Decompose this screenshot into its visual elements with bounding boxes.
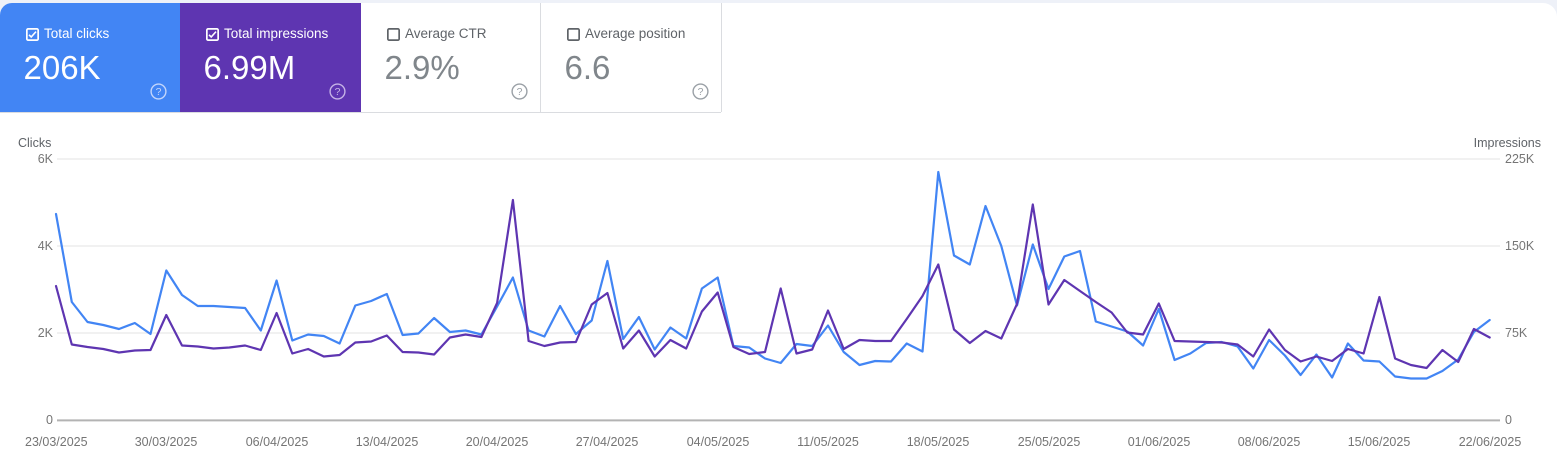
svg-text:2K: 2K bbox=[38, 326, 54, 340]
svg-text:225K: 225K bbox=[1505, 152, 1535, 166]
svg-text:04/05/2025: 04/05/2025 bbox=[687, 435, 750, 449]
svg-text:?: ? bbox=[156, 86, 162, 98]
svg-text:?: ? bbox=[335, 86, 341, 98]
svg-text:15/06/2025: 15/06/2025 bbox=[1348, 435, 1411, 449]
svg-text:27/04/2025: 27/04/2025 bbox=[576, 435, 639, 449]
svg-text:4K: 4K bbox=[38, 239, 54, 253]
svg-text:?: ? bbox=[698, 86, 704, 98]
svg-text:6K: 6K bbox=[38, 152, 54, 166]
svg-text:0: 0 bbox=[1505, 413, 1512, 427]
svg-text:25/05/2025: 25/05/2025 bbox=[1018, 435, 1081, 449]
svg-text:01/06/2025: 01/06/2025 bbox=[1128, 435, 1191, 449]
svg-text:23/03/2025: 23/03/2025 bbox=[25, 435, 88, 449]
svg-text:08/06/2025: 08/06/2025 bbox=[1238, 435, 1301, 449]
svg-text:20/04/2025: 20/04/2025 bbox=[466, 435, 529, 449]
svg-text:0: 0 bbox=[46, 413, 53, 427]
svg-text:Clicks: Clicks bbox=[18, 136, 51, 150]
svg-text:Impressions: Impressions bbox=[1474, 136, 1541, 150]
svg-text:75K: 75K bbox=[1505, 326, 1528, 340]
svg-text:22/06/2025: 22/06/2025 bbox=[1459, 435, 1522, 449]
svg-text:150K: 150K bbox=[1505, 239, 1535, 253]
svg-text:?: ? bbox=[517, 86, 523, 98]
svg-text:30/03/2025: 30/03/2025 bbox=[135, 435, 198, 449]
svg-text:06/04/2025: 06/04/2025 bbox=[246, 435, 309, 449]
svg-text:11/05/2025: 11/05/2025 bbox=[797, 435, 859, 449]
svg-text:13/04/2025: 13/04/2025 bbox=[356, 435, 419, 449]
svg-text:18/05/2025: 18/05/2025 bbox=[907, 435, 970, 449]
